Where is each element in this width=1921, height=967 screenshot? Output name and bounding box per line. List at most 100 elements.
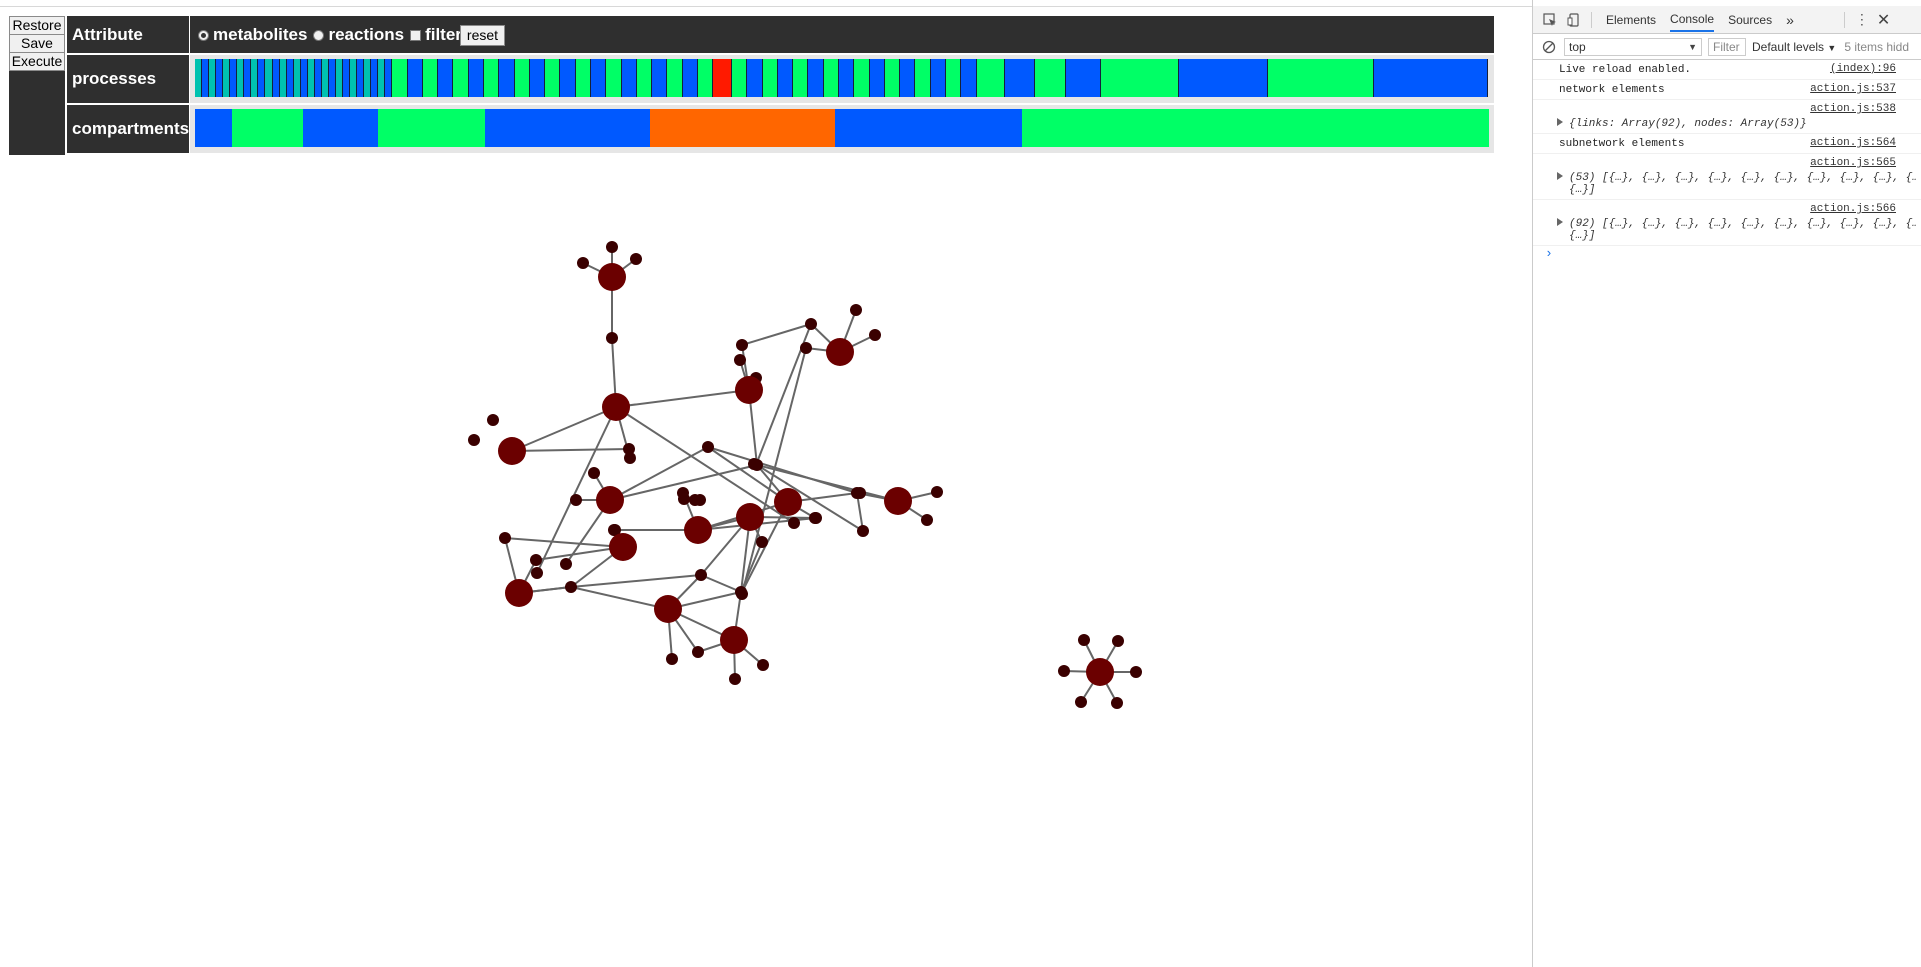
reaction-node[interactable] xyxy=(499,532,511,544)
compartment-segment[interactable] xyxy=(231,109,304,147)
reaction-node[interactable] xyxy=(1130,666,1142,678)
process-segment[interactable] xyxy=(258,59,266,97)
context-selector[interactable]: top ▼ xyxy=(1564,37,1702,56)
process-segment[interactable] xyxy=(545,59,561,97)
processes-bar[interactable] xyxy=(195,59,1489,97)
process-segment[interactable] xyxy=(300,59,308,97)
reset-button[interactable]: reset xyxy=(459,24,506,46)
process-segment[interactable] xyxy=(438,59,454,97)
process-segment[interactable] xyxy=(357,59,365,97)
reaction-node[interactable] xyxy=(692,646,704,658)
expand-triangle-icon[interactable] xyxy=(1557,172,1563,180)
reaction-node[interactable] xyxy=(487,414,499,426)
process-segment[interactable] xyxy=(713,59,733,97)
reaction-node[interactable] xyxy=(588,467,600,479)
reaction-node[interactable] xyxy=(757,659,769,671)
reaction-node[interactable] xyxy=(734,354,746,366)
process-segment[interactable] xyxy=(1065,59,1102,97)
reaction-node[interactable] xyxy=(623,443,635,455)
reaction-node[interactable] xyxy=(666,653,678,665)
clear-console-icon[interactable] xyxy=(1542,40,1556,54)
console-filter-input[interactable]: Filter xyxy=(1708,37,1746,56)
inspect-icon[interactable] xyxy=(1543,12,1557,27)
log-source-link[interactable]: action.js:564 xyxy=(1810,137,1896,149)
compartment-segment[interactable] xyxy=(303,109,379,147)
log-source-link[interactable]: (index):96 xyxy=(1829,63,1896,75)
process-segment[interactable] xyxy=(328,59,336,97)
process-segment[interactable] xyxy=(392,59,408,97)
process-segment[interactable] xyxy=(371,59,379,97)
console-prompt-line[interactable]: › xyxy=(1533,246,1921,264)
network-graph[interactable] xyxy=(0,155,1532,967)
reaction-node[interactable] xyxy=(630,253,642,265)
process-segment[interactable] xyxy=(762,59,778,97)
process-segment[interactable] xyxy=(636,59,653,97)
reaction-node[interactable] xyxy=(606,332,618,344)
process-segment[interactable] xyxy=(342,59,351,97)
process-segment[interactable] xyxy=(1035,59,1066,97)
metabolite-node[interactable] xyxy=(654,595,682,623)
reactions-radio[interactable] xyxy=(313,29,325,41)
metabolite-node[interactable] xyxy=(1086,658,1114,686)
reaction-node[interactable] xyxy=(1112,635,1124,647)
process-segment[interactable] xyxy=(223,59,231,97)
process-segment[interactable] xyxy=(1101,59,1179,97)
log-source-link[interactable]: action.js:537 xyxy=(1810,83,1896,95)
reaction-node[interactable] xyxy=(809,512,821,524)
process-segment[interactable] xyxy=(732,59,748,97)
process-segment[interactable] xyxy=(621,59,637,97)
reaction-node[interactable] xyxy=(736,588,748,600)
process-segment[interactable] xyxy=(314,59,322,97)
reaction-node[interactable] xyxy=(560,558,572,570)
process-segment[interactable] xyxy=(484,59,500,97)
process-segment[interactable] xyxy=(335,59,343,97)
process-segment[interactable] xyxy=(529,59,546,97)
tab-elements[interactable]: Elements xyxy=(1606,12,1657,27)
compartment-segment[interactable] xyxy=(650,109,835,147)
process-segment[interactable] xyxy=(976,59,1005,97)
reaction-node[interactable] xyxy=(800,342,812,354)
metabolite-node[interactable] xyxy=(826,338,854,366)
metabolites-option[interactable]: metabolites xyxy=(198,25,307,45)
process-segment[interactable] xyxy=(244,59,252,97)
console-log-object[interactable]: {links: Array(92), nodes: Array(53)} act… xyxy=(1533,100,1921,134)
process-segment[interactable] xyxy=(697,59,714,97)
process-segment[interactable] xyxy=(823,59,839,97)
process-segment[interactable] xyxy=(453,59,469,97)
reaction-node[interactable] xyxy=(736,339,748,351)
process-segment[interactable] xyxy=(499,59,515,97)
process-segment[interactable] xyxy=(808,59,824,97)
process-segment[interactable] xyxy=(606,59,622,97)
reaction-node[interactable] xyxy=(857,525,869,537)
reaction-node[interactable] xyxy=(577,257,589,269)
compartment-segment[interactable] xyxy=(378,109,486,147)
process-segment[interactable] xyxy=(202,59,210,97)
reaction-node[interactable] xyxy=(570,494,582,506)
process-segment[interactable] xyxy=(279,59,287,97)
console-log-object[interactable]: (92) [{…}, {…}, {…}, {…}, {…}, {…}, {…},… xyxy=(1533,200,1921,246)
log-source-link[interactable]: action.js:538 xyxy=(1810,103,1896,115)
compartments-bar[interactable] xyxy=(195,109,1489,147)
reaction-node[interactable] xyxy=(850,304,862,316)
tab-console[interactable]: Console xyxy=(1670,8,1715,32)
reaction-node[interactable] xyxy=(695,569,707,581)
metabolite-node[interactable] xyxy=(736,503,764,531)
process-segment[interactable] xyxy=(560,59,576,97)
process-segment[interactable] xyxy=(793,59,809,97)
process-segment[interactable] xyxy=(1004,59,1036,97)
process-segment[interactable] xyxy=(265,59,273,97)
reaction-node[interactable] xyxy=(788,517,800,529)
process-segment[interactable] xyxy=(930,59,946,97)
process-segment[interactable] xyxy=(667,59,683,97)
save-button[interactable]: Save xyxy=(9,34,65,53)
process-segment[interactable] xyxy=(839,59,855,97)
process-segment[interactable] xyxy=(321,59,329,97)
process-segment[interactable] xyxy=(407,59,423,97)
reaction-node[interactable] xyxy=(921,514,933,526)
process-segment[interactable] xyxy=(237,59,245,97)
process-segment[interactable] xyxy=(251,59,259,97)
tab-sources[interactable]: Sources xyxy=(1728,12,1773,27)
metabolite-node[interactable] xyxy=(505,579,533,607)
process-segment[interactable] xyxy=(195,59,203,97)
metabolite-node[interactable] xyxy=(598,263,626,291)
